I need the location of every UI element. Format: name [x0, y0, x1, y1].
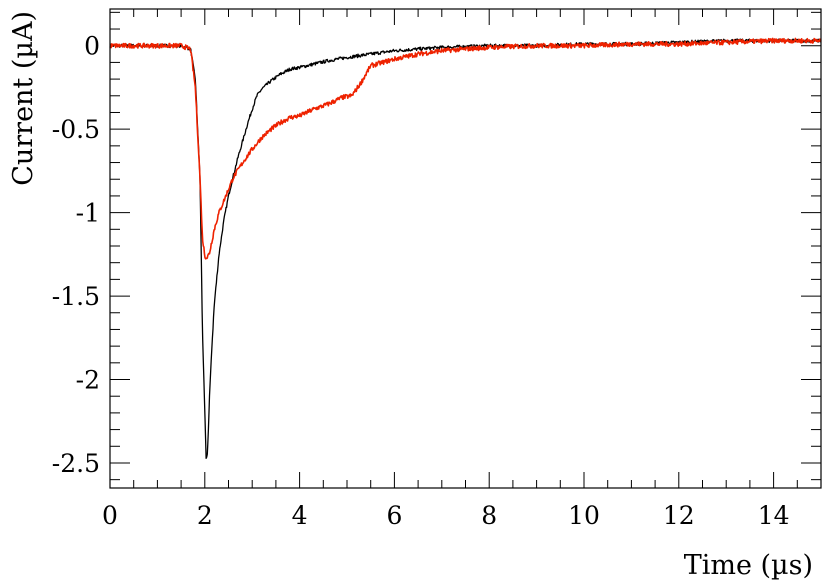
x-tick-label: 2 [197, 501, 213, 530]
major-ticks [109, 9, 821, 488]
x-tick-label: 4 [292, 501, 308, 530]
x-tick-labels: 0 2 4 6 8 10 12 14 [102, 501, 789, 530]
plot-frame [109, 8, 822, 489]
x-tick-label: 6 [386, 501, 402, 530]
y-tick-label: -1.5 [52, 282, 100, 311]
x-tick-label: 0 [102, 501, 118, 530]
y-tick-label: -0.5 [52, 115, 100, 144]
series-line-black [109, 38, 822, 460]
y-tick-label: -1 [76, 199, 100, 228]
x-tick-label: 8 [481, 501, 497, 530]
minor-ticks [110, 9, 822, 488]
series-line-red [109, 37, 822, 260]
x-axis-title: Time (µs) [684, 550, 813, 581]
x-tick-label: 12 [663, 501, 695, 530]
series-layer [109, 37, 822, 460]
y-axis-title: Current (µA) [8, 11, 39, 186]
y-tick-labels: 0 -0.5 -1 -1.5 -2 -2.5 [52, 32, 100, 478]
y-tick-label: 0 [84, 32, 100, 61]
y-tick-label: -2 [76, 366, 100, 395]
x-tick-label: 10 [568, 501, 600, 530]
y-tick-label: -2.5 [52, 449, 100, 478]
x-tick-label: 14 [758, 501, 790, 530]
